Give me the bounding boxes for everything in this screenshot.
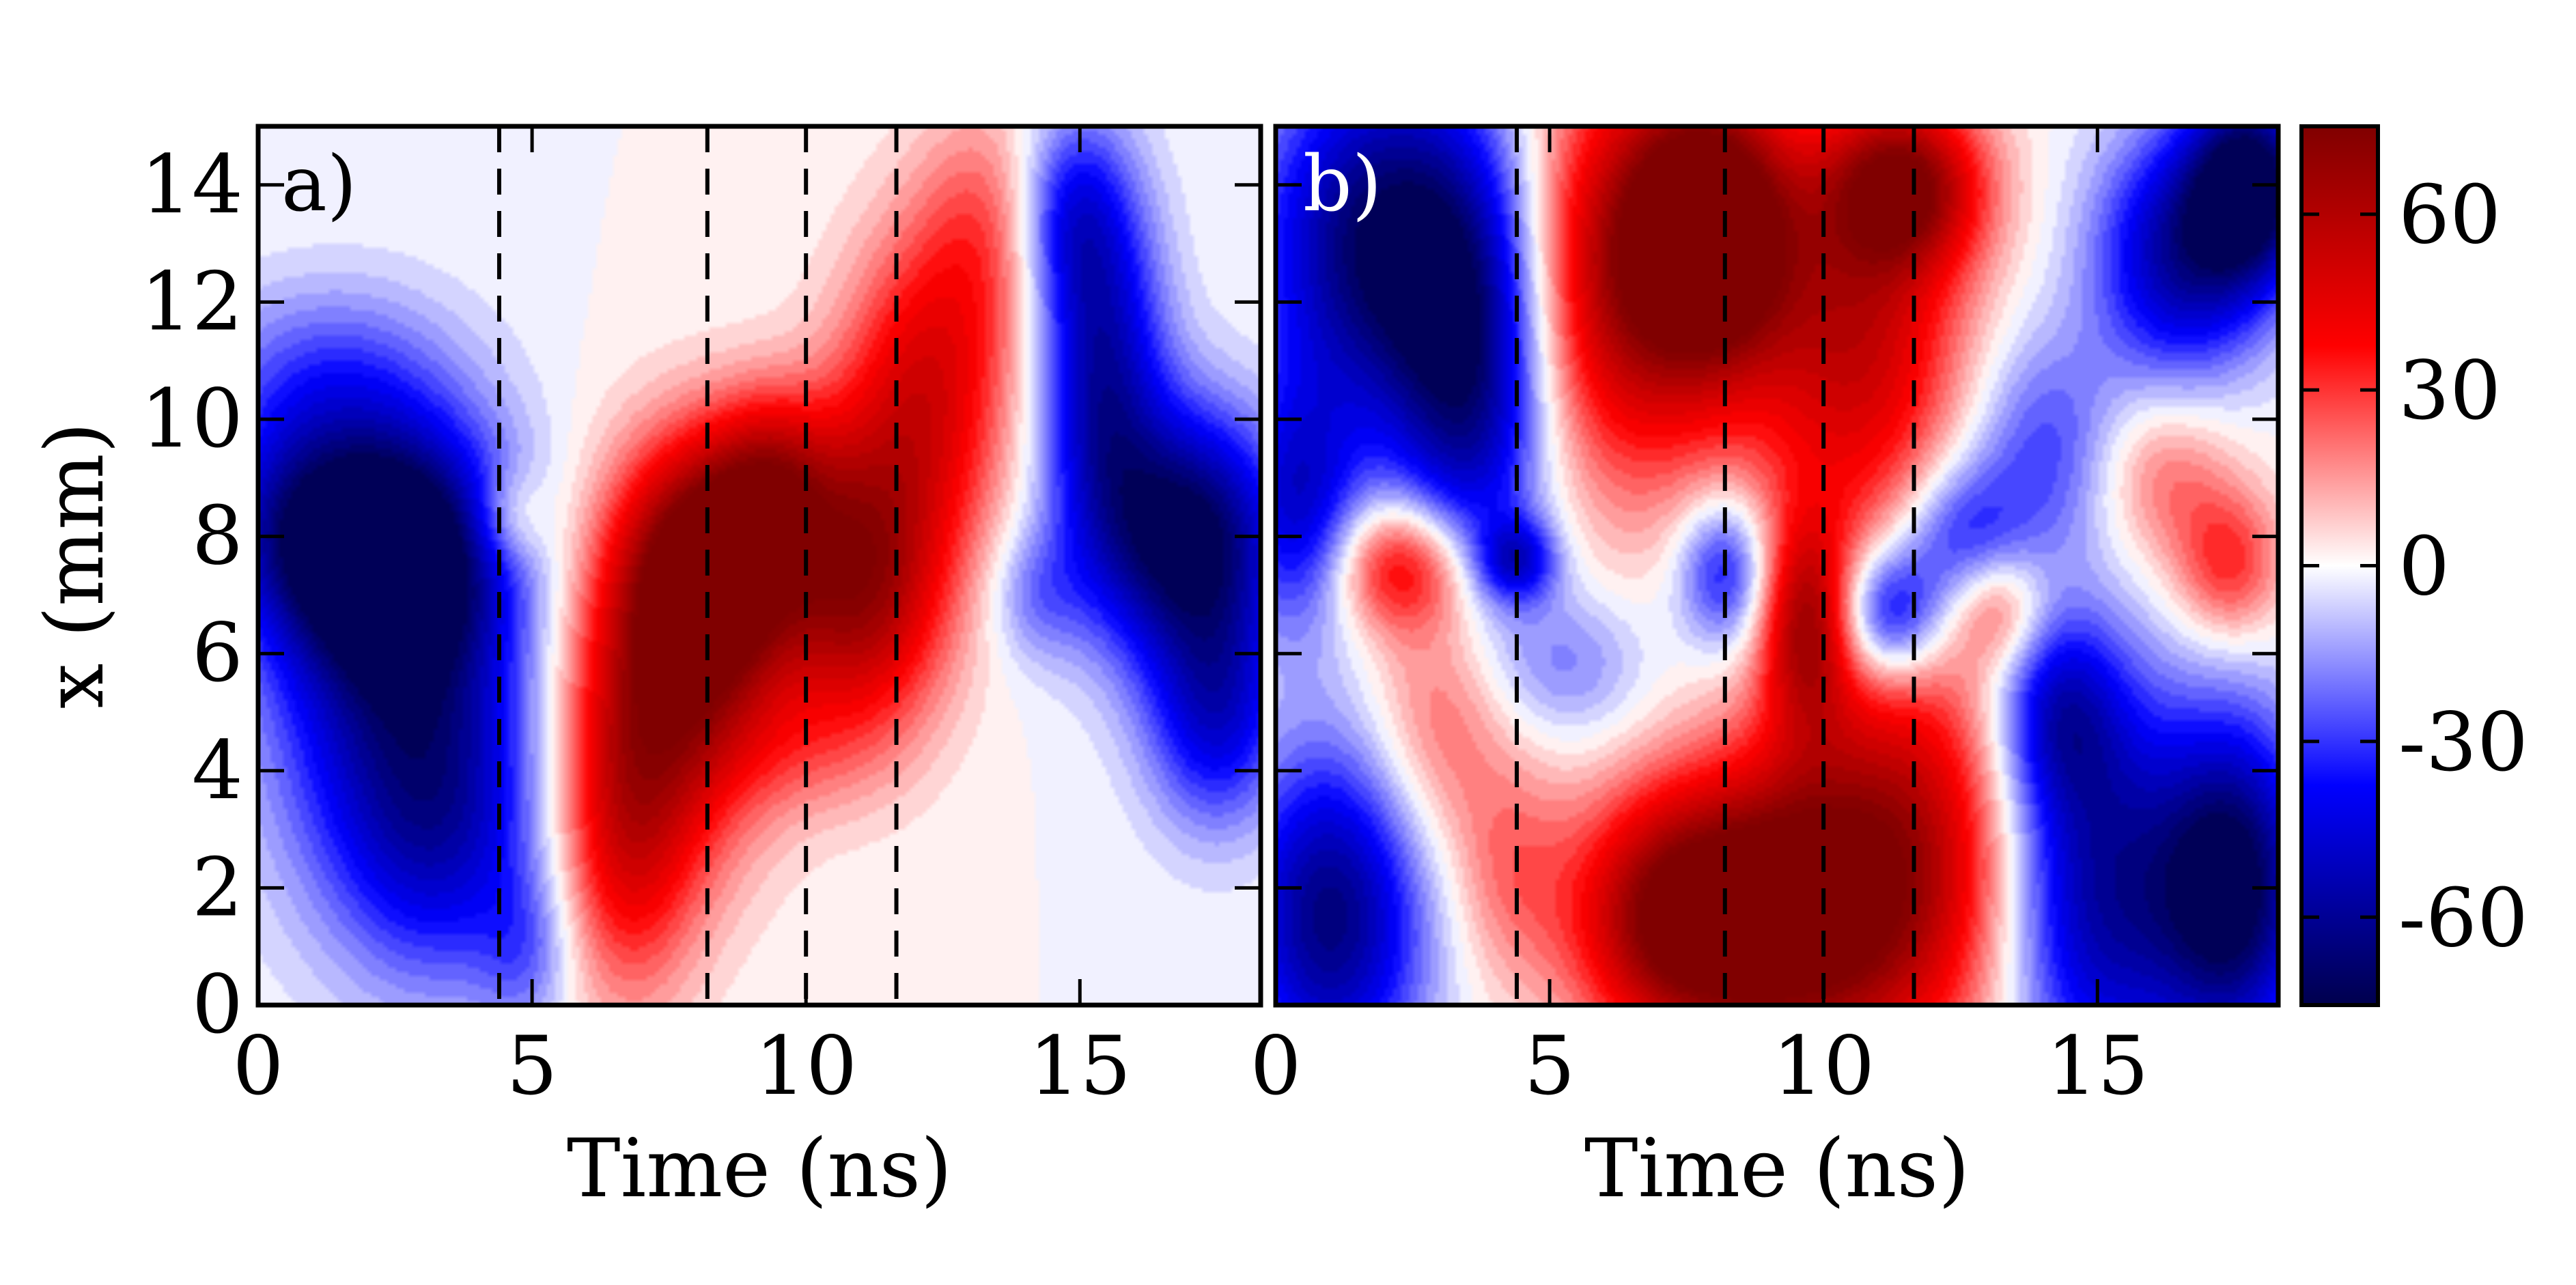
- colorbar-tick-label: -30: [2398, 695, 2528, 789]
- panel-a-ytick-label: 0: [192, 957, 243, 1051]
- panel-a-xtick-label: 0: [232, 1019, 283, 1113]
- panel-b-xtick-label: 0: [1250, 1019, 1301, 1113]
- panel-a-dashed-lines: [496, 126, 899, 1005]
- colorbar-tick-label: -60: [2398, 871, 2528, 965]
- colorbar-tick-label: 0: [2398, 520, 2450, 614]
- colorbar-tick-label: 60: [2398, 168, 2501, 262]
- panel-a-ytick-label: 10: [141, 371, 243, 466]
- panel-a-xtick-label: 10: [755, 1019, 857, 1113]
- panel-a-ylabel: x (mm): [27, 422, 122, 709]
- panel-b-xtick-label: 15: [2046, 1019, 2148, 1113]
- panel-a-ytick-label: 12: [141, 254, 243, 348]
- panel-a-heatmap: [258, 126, 1261, 1005]
- panel-b-label: b): [1303, 140, 1382, 229]
- panel-b: 0 5 10 15 b) Time (ns): [1250, 124, 2281, 1215]
- panel-b-xtick-label: 10: [1772, 1019, 1875, 1113]
- panel-a: 0 5 10 15 0 2 4 6 8 10 12 14 a) Time (ns) x (mm): [27, 124, 1263, 1215]
- panel-a-ytick-label: 4: [192, 723, 243, 817]
- panel-a-xlabel: Time (ns): [567, 1121, 952, 1215]
- panel-a-ytick-label: 8: [192, 489, 243, 583]
- panel-a-xtick-label: 5: [507, 1019, 558, 1113]
- colorbar-ticks: 60 30 0 -30 -60: [2301, 168, 2528, 965]
- panel-a-frame: [255, 124, 1263, 1008]
- panel-b-xlabel: Time (ns): [1584, 1121, 1970, 1215]
- panel-a-xtick-label: 15: [1028, 1019, 1131, 1113]
- colorbar: 60 30 0 -30 -60: [2299, 124, 2528, 1007]
- panel-a-label: a): [281, 140, 356, 229]
- colorbar-tick-label: 30: [2398, 343, 2501, 438]
- panel-a-ytick-label: 14: [141, 137, 243, 231]
- panel-b-xtick-label: 5: [1524, 1019, 1576, 1113]
- panel-b-frame: [1273, 124, 2281, 1008]
- panel-b-heatmap: [1276, 126, 2278, 1005]
- panel-b-ticks: 0 5 10 15: [1250, 126, 2278, 1113]
- panel-b-dashed-lines: [1514, 126, 1916, 1005]
- panel-a-ticks: 0 5 10 15 0 2 4 6 8 10 12 14: [141, 126, 1261, 1113]
- panel-a-ytick-label: 2: [192, 840, 243, 934]
- panel-a-ytick-label: 6: [192, 606, 243, 700]
